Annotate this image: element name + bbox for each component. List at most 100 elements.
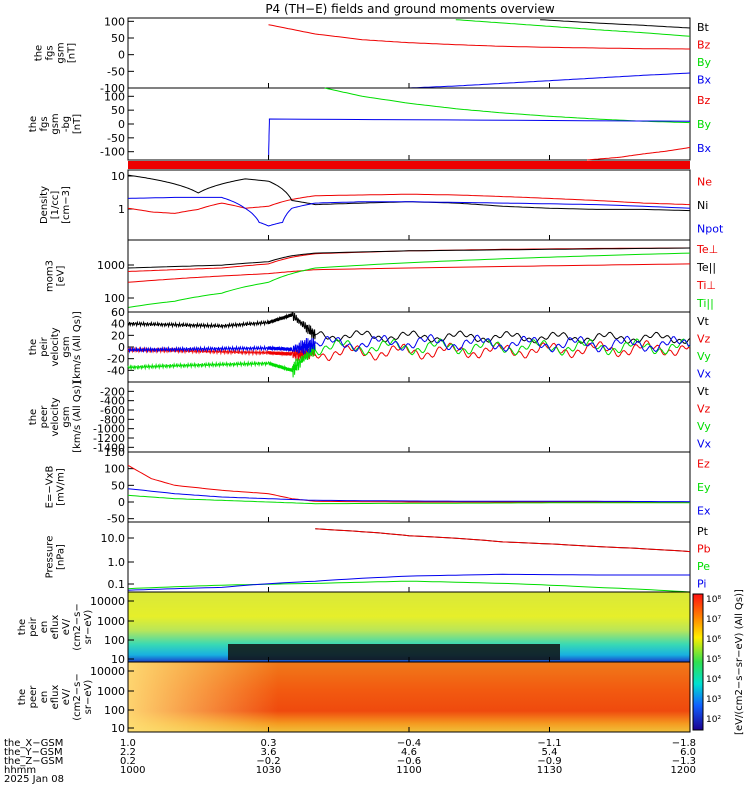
y-tick-label: -20: [107, 353, 125, 366]
series-efield-Ey: [127, 494, 690, 505]
series-pressure-Pe: [127, 580, 691, 593]
y-axis-label: peir: [39, 336, 50, 356]
date-label: 2025 Jan 08: [4, 774, 64, 785]
y-axis-label: eflux: [50, 685, 61, 710]
y-tick-label: -200: [100, 385, 125, 398]
legend-Bt: Bt: [697, 21, 710, 34]
y-tick-label: 1000: [97, 615, 125, 628]
y-tick-label: 1000: [97, 259, 125, 272]
legend-Pb: Pb: [697, 542, 711, 555]
y-axis-label: the: [17, 619, 28, 635]
y-axis-label: (cm2−s−: [72, 603, 83, 650]
panel-density: 10 1 Density [1/cc] [cm−3] Ne Ni Npot: [39, 169, 724, 241]
series-peir_v-Vt: [127, 311, 691, 344]
panel-peir_eflux: 10000 1000 100 10 the peir en eflux eV/(cm2−s− sr…: [17, 591, 691, 666]
colorbar-label: [eV/(cm2−s−sr−eV) (All Qs)]: [734, 589, 745, 735]
y-axis-label: mom3: [45, 260, 56, 292]
colorbar: 10⁸ 10⁷ 10⁶ 10⁵ 10⁴ 10³ 10² [eV/(cm2−s−sr−eV) (…: [692, 589, 745, 735]
legend-Ez: Ez: [697, 458, 710, 471]
series-temp-Ti||: [127, 252, 691, 308]
time-axis: the_X−GSM 1.0 0.3 −0.4 −1.1 −1.8 the_Y−GSM 2.2 3…: [4, 738, 696, 785]
y-tick-label: 10000: [90, 595, 125, 608]
y-tick-label: -100: [100, 82, 125, 95]
y-tick-label: 50: [111, 104, 125, 117]
y-axis-label: [1/cc]: [50, 191, 61, 220]
electron-spectrogram-hot: [128, 662, 278, 732]
y-tick-label: -50: [107, 132, 125, 145]
y-tick-label: -800: [100, 413, 125, 426]
y-tick-label: 10: [111, 722, 125, 735]
spectrogram-low-energy-gap: [228, 644, 560, 660]
y-axis-label: gsm: [56, 42, 67, 63]
y-tick-label: -50: [107, 65, 125, 78]
legend-Vz: Vz: [697, 332, 711, 345]
y-axis-label: eflux: [50, 615, 61, 640]
colorbar-gradient: [692, 593, 704, 731]
x-tick-value: −1.3: [672, 756, 696, 767]
figure-title: P4 (TH−E) fields and ground moments over…: [265, 2, 555, 16]
x-tick-value: 3.6: [261, 747, 277, 758]
legend-By: By: [697, 56, 712, 69]
y-tick-label: 0: [118, 118, 125, 131]
series-temp-Ti⊥: [127, 263, 691, 283]
y-axis-label: en: [39, 621, 50, 634]
colorbar-tick: 10⁷: [706, 615, 721, 625]
x-tick-value: −1.8: [672, 738, 696, 749]
y-tick-label: 100: [104, 634, 125, 647]
series-fgs_gsm-Bz: [268, 24, 690, 50]
y-axis-label: [nPa]: [56, 544, 67, 570]
legend-Bz: Bz: [697, 38, 711, 51]
y-tick-label: 0: [118, 341, 125, 354]
legend-Vx: Vx: [697, 367, 712, 380]
y-tick-label: -1200: [93, 432, 125, 445]
x-tick-value: 4.6: [401, 747, 417, 758]
panel-frame: [127, 381, 691, 453]
x-tick-value: 5.4: [542, 747, 558, 758]
y-axis-label: the: [28, 409, 39, 425]
y-tick-label: 0: [118, 496, 125, 509]
y-tick-label: 60: [111, 306, 125, 319]
y-axis-label: -bg: [61, 116, 72, 132]
x-tick-value: 1100: [396, 765, 421, 776]
y-tick-label: -400: [100, 395, 125, 408]
y-tick-label: 50: [111, 32, 125, 45]
x-tick-value: 1.0: [120, 738, 136, 749]
y-tick-label: 10: [111, 170, 125, 183]
x-tick-value: −0.2: [256, 756, 280, 767]
series-fgs_gsm_bg-By: [324, 87, 691, 124]
x-row-label: the_Y−GSM: [4, 747, 63, 758]
x-tick-value: −1.1: [537, 738, 561, 749]
y-tick-label: 1000: [97, 685, 125, 698]
x-row-label: hhmm: [4, 765, 36, 776]
x-tick-value: 1130: [537, 765, 562, 776]
legend-Pi: Pi: [697, 577, 706, 590]
x-row-label: the_X−GSM: [4, 738, 63, 749]
panel-peer_eflux: 10000 1000 100 10 the peer en eflux eV/(cm2−s− sr…: [17, 661, 691, 735]
legend-Vx: Vx: [697, 437, 712, 450]
y-axis-label: the: [28, 116, 39, 132]
y-tick-label: 50: [111, 479, 125, 492]
x-row-label: the_Z−GSM: [4, 756, 63, 767]
y-tick-label: 1: [118, 203, 125, 216]
y-axis-label: the: [17, 689, 28, 705]
y-tick-label: 1.0: [108, 556, 126, 569]
x-tick-value: −0.6: [397, 756, 421, 767]
y-axis-label: (cm2−s−: [72, 673, 83, 720]
series-fgs_gsm-By: [455, 19, 691, 37]
y-tick-label: 10000: [90, 665, 125, 678]
y-tick-label: 100: [104, 15, 125, 28]
x-tick-value: 2.2: [120, 747, 136, 758]
y-tick-label: 40: [111, 318, 125, 331]
y-tick-label: -1400: [93, 441, 125, 454]
y-axis-label: Density: [39, 186, 50, 224]
y-axis-label: fgs: [45, 45, 56, 60]
x-tick-value: 1030: [256, 765, 281, 776]
y-axis-label: [km/s (All Qs)]: [72, 381, 83, 453]
legend-Pt: Pt: [697, 525, 709, 538]
y-axis-label: gsm: [50, 113, 61, 134]
y-axis-label: gsm: [61, 336, 72, 357]
panel-peer_v: -200-400-600-800-1000-1200-1400 the peer ve…: [28, 381, 712, 454]
